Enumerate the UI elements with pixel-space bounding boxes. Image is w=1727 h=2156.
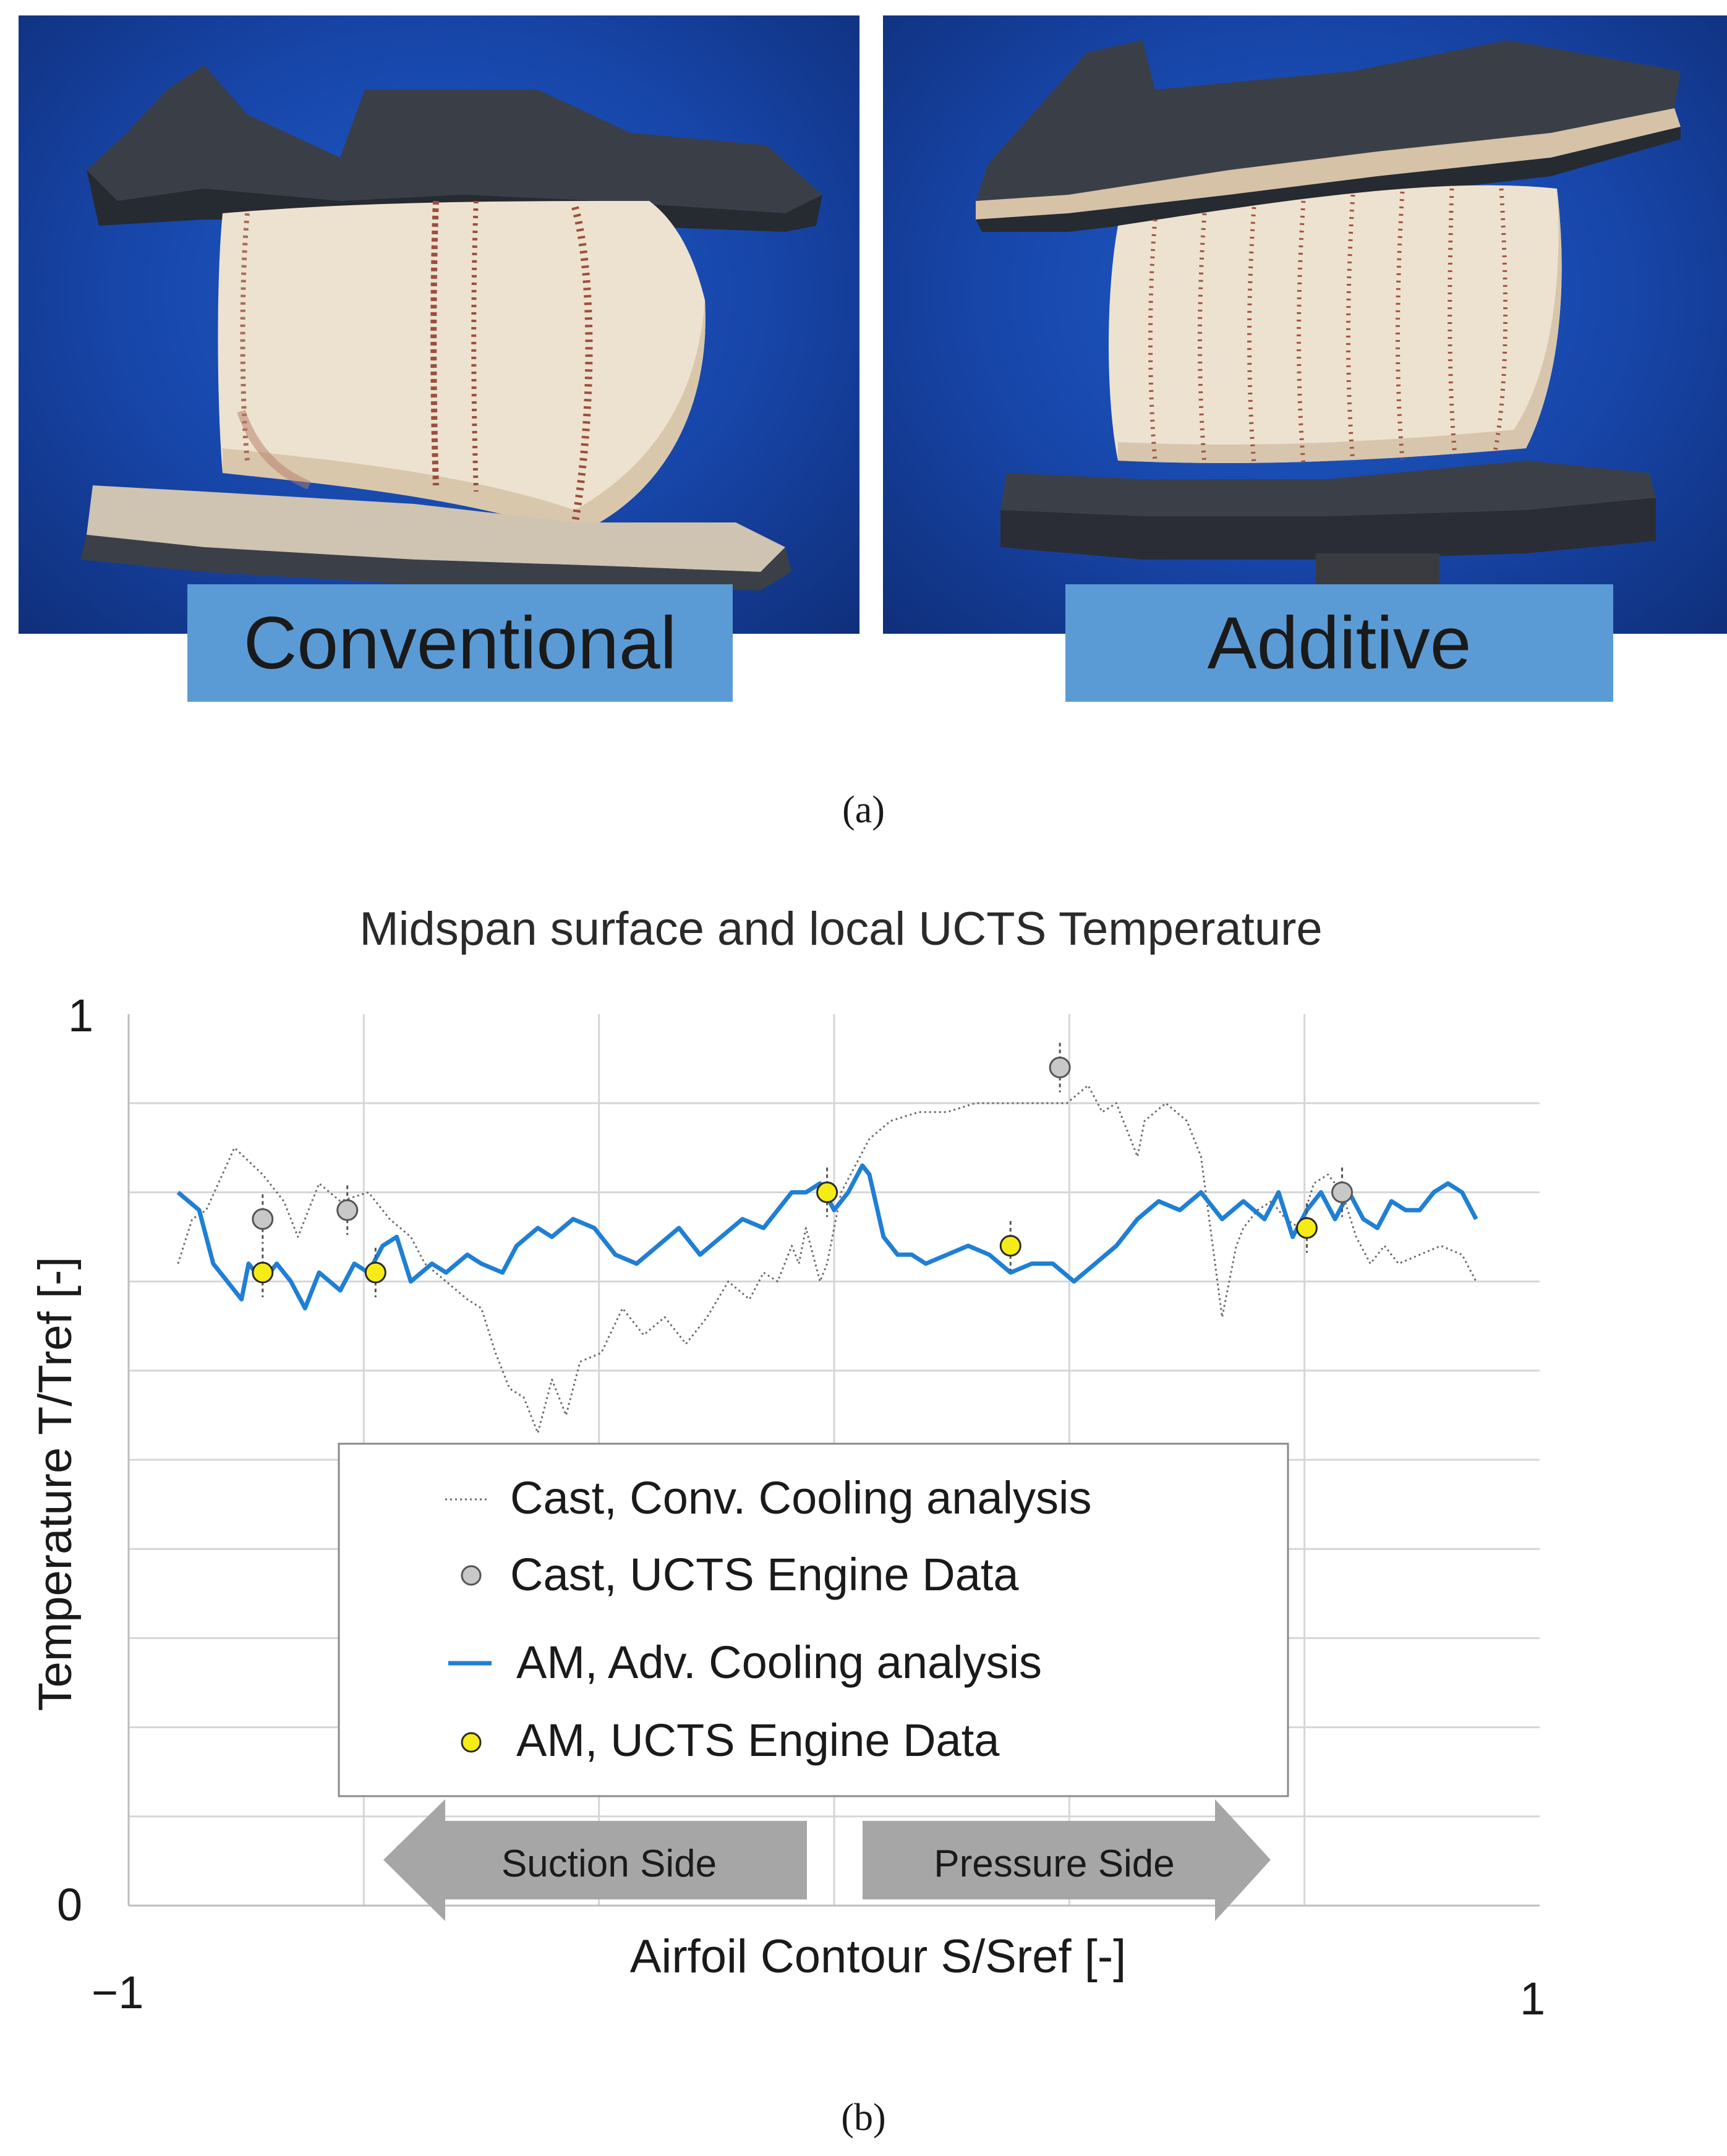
- label-additive: Additive: [1065, 584, 1613, 702]
- legend-label-am-analysis: AM, Adv. Cooling analysis: [516, 1637, 1042, 1688]
- y-axis-label: Temperature T/Tref [-]: [29, 1257, 82, 1711]
- additive-vane-illustration: [976, 40, 1681, 634]
- data-point-cast-ucts-engine-data: [252, 1208, 274, 1230]
- data-point-am-ucts-engine-data: [364, 1261, 386, 1284]
- y-tick-label-min: 0: [57, 1879, 82, 1930]
- suction-side-label: Suction Side: [501, 1843, 717, 1885]
- pressure-side-label: Pressure Side: [934, 1843, 1174, 1885]
- x-tick-label-max: 1: [1520, 1973, 1545, 2024]
- legend-marker-am-engine: [461, 1732, 482, 1753]
- pressure-side-arrow: [863, 1799, 1271, 1921]
- series-line-cast-conv-cooling-analysis: [177, 1084, 1477, 1434]
- caption-a: (a): [842, 789, 885, 831]
- x-axis-label: Airfoil Contour S/Sref [-]: [630, 1930, 1127, 1983]
- x-tick-label-min: −1: [92, 1967, 143, 2018]
- conventional-vane-illustration: [80, 65, 822, 590]
- data-point-am-ucts-engine-data: [1295, 1217, 1318, 1239]
- data-point-am-ucts-engine-data: [816, 1181, 838, 1203]
- data-point-am-ucts-engine-data: [999, 1235, 1021, 1257]
- legend-label-cast-analysis: Cast, Conv. Cooling analysis: [510, 1472, 1092, 1523]
- photo-conventional-vane: [19, 15, 859, 634]
- chart-legend: Cast, Conv. Cooling analysis Cast, UCTS …: [338, 1442, 1289, 1797]
- caption-b: (b): [841, 2097, 886, 2139]
- data-point-cast-ucts-engine-data: [336, 1199, 359, 1221]
- data-point-cast-ucts-engine-data: [1049, 1057, 1071, 1079]
- legend-marker-cast-engine: [461, 1565, 482, 1586]
- data-point-cast-ucts-engine-data: [1331, 1181, 1354, 1203]
- label-conventional: Conventional: [187, 584, 733, 702]
- chart-title: Midspan surface and local UCTS Temperatu…: [359, 903, 1322, 955]
- legend-label-cast-engine: Cast, UCTS Engine Data: [510, 1549, 1019, 1600]
- temperature-chart: Midspan surface and local UCTS Temperatu…: [29, 903, 1545, 2024]
- legend-label-am-engine: AM, UCTS Engine Data: [516, 1715, 1000, 1766]
- photo-additive-vane: [883, 15, 1727, 634]
- data-point-am-ucts-engine-data: [252, 1261, 274, 1284]
- series-layer: [176, 1042, 1478, 1434]
- suction-side-arrow: [383, 1799, 807, 1921]
- y-tick-label-max: 1: [68, 990, 93, 1041]
